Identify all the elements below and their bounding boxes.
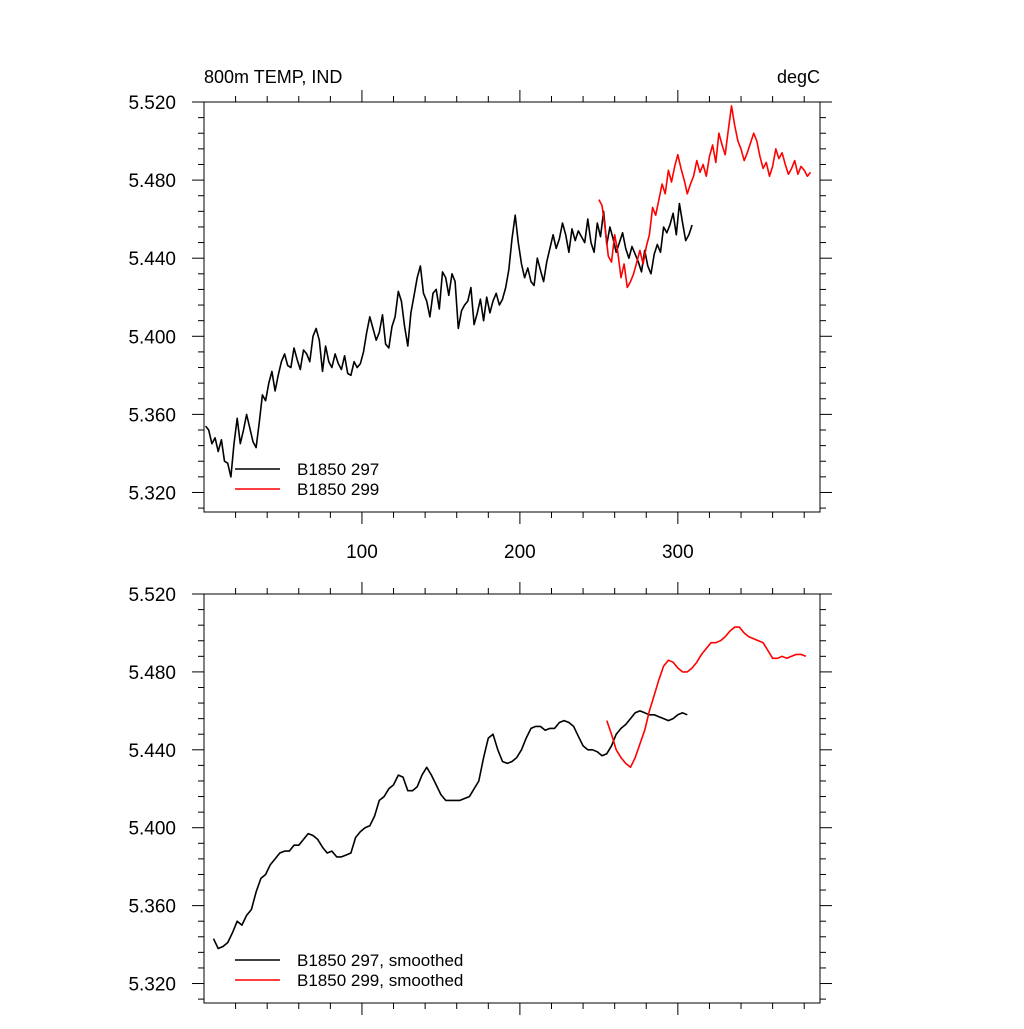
chart-title-left: 800m TEMP, IND [204,67,342,87]
chart-panel-2: 5.320 5.360 5.400 5.440 5.480 5.520 B1850 297,… [128,582,832,1015]
y-tick-label: 5.520 [128,585,176,606]
legend-label: B1850 299, smoothed [297,971,463,990]
y-tick-label: 5.480 [128,171,176,192]
plot-frame [203,593,821,1004]
y-tick-label: 5.320 [128,975,176,996]
y-tick-label: 5.360 [128,405,176,426]
series-line-2 [598,105,812,289]
y-tick-label: 5.440 [128,249,176,270]
y-tick-label: 5.520 [128,93,176,114]
chart-title-right: degC [777,67,820,87]
chart-panel-1: 5.320 5.360 5.400 5.440 5.480 5.520 100 200 300 8… [128,67,832,563]
y-tick-label: 5.400 [128,327,176,348]
y-tick-label: 5.480 [128,663,176,684]
series-line-2 [606,626,807,769]
legend-label: B1850 297 [297,460,379,479]
x-tick-label: 100 [346,542,378,563]
y-tick-label: 5.400 [128,819,176,840]
legend-label: B1850 297, smoothed [297,951,463,970]
series-line-1 [212,710,688,950]
series-line-1 [204,202,693,478]
y-tick-label: 5.320 [128,483,176,504]
x-tick-label: 300 [662,542,694,563]
y-tick-label: 5.360 [128,897,176,918]
x-tick-label: 200 [504,542,536,563]
y-tick-label: 5.440 [128,741,176,762]
legend-label: B1850 299 [297,480,379,499]
plot-frame [203,101,821,513]
